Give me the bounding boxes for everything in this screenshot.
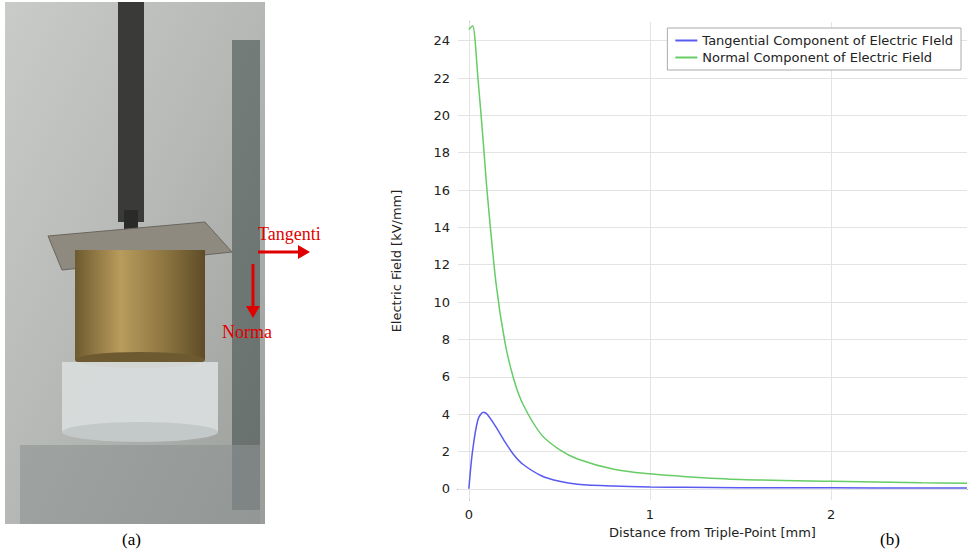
svg-text:18: 18 <box>433 145 450 160</box>
svg-text:Tangenti: Tangenti <box>258 224 321 244</box>
svg-text:6: 6 <box>442 369 450 384</box>
svg-text:10: 10 <box>433 295 450 310</box>
svg-text:2: 2 <box>442 444 450 459</box>
svg-text:22: 22 <box>433 71 450 86</box>
svg-text:Electric Field [kV/mm]: Electric Field [kV/mm] <box>389 190 404 333</box>
svg-text:14: 14 <box>433 220 450 235</box>
svg-text:12: 12 <box>433 257 450 272</box>
svg-text:8: 8 <box>442 332 450 347</box>
svg-text:16: 16 <box>433 183 450 198</box>
html-text:(b): (b) <box>880 530 900 549</box>
svg-text:0: 0 <box>442 481 450 496</box>
svg-text:24: 24 <box>433 33 450 48</box>
svg-text:1: 1 <box>646 507 654 522</box>
html-text:(a): (a) <box>122 530 141 549</box>
svg-text:Distance from Triple-Point [mm: Distance from Triple-Point [mm] <box>609 525 816 540</box>
svg-text:Tangential Component of Electr: Tangential Component of Electric FIeld <box>701 33 953 48</box>
svg-text:0: 0 <box>465 507 473 522</box>
svg-text:20: 20 <box>433 108 450 123</box>
svg-text:2: 2 <box>827 507 835 522</box>
svg-text:4: 4 <box>442 407 450 422</box>
svg-text:Normal Component of Electric F: Normal Component of Electric Field <box>702 50 932 65</box>
svg-text:Norma: Norma <box>222 322 272 342</box>
